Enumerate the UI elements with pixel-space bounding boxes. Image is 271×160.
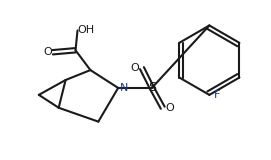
Text: F: F (214, 90, 221, 100)
Text: S: S (148, 81, 156, 94)
Text: O: O (165, 103, 174, 113)
Text: N: N (120, 83, 128, 93)
Text: O: O (131, 63, 139, 73)
Text: O: O (43, 47, 52, 57)
Text: OH: OH (77, 25, 94, 35)
